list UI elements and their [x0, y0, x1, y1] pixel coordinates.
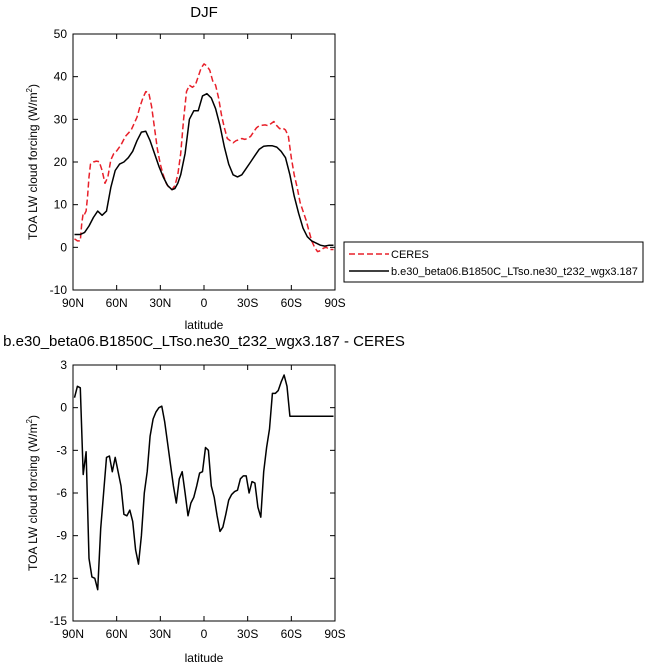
top-chart-x-axis-title: latitude — [185, 318, 224, 332]
top-chart-y-tick-label: 50 — [54, 27, 68, 41]
top-chart-series-line-ceres — [74, 63, 334, 253]
bottom-chart-y-tick-label: 0 — [60, 401, 67, 415]
legend: CERES b.e30_beta06.B1850C_LTso.ne30_t232… — [343, 241, 644, 283]
top-chart-x-tick-label: 90S — [324, 296, 345, 310]
bottom-chart-x-tick-label: 60N — [106, 627, 128, 641]
bottom-chart-frame — [72, 364, 336, 622]
bottom-chart-title: b.e30_beta06.B1850C_LTso.ne30_t232_wgx3.… — [3, 333, 405, 350]
bottom-chart-x-tick-label: 60S — [281, 627, 302, 641]
bottom-chart-panel: b.e30_beta06.B1850C_LTso.ne30_t232_wgx3.… — [3, 333, 405, 665]
top-chart-panel: DJF TOA LW cloud forcing (W/m2) latitude… — [25, 4, 346, 332]
top-chart-x-tick-label: 90N — [62, 296, 84, 310]
bottom-chart-y-tick-label: -12 — [50, 571, 68, 585]
top-chart-y-tick-label: 0 — [60, 240, 67, 254]
legend-label-model: b.e30_beta06.B1850C_LTso.ne30_t232_wgx3.… — [391, 266, 638, 278]
bottom-chart-x-tick-label: 90S — [324, 627, 345, 641]
top-chart-x-tick-label: 0 — [201, 296, 208, 310]
bottom-chart-x-tick-label: 30N — [149, 627, 171, 641]
bottom-chart-y-tick-label: -6 — [56, 486, 67, 500]
bottom-chart-series-line-model — [73, 374, 334, 591]
legend-label-ceres: CERES — [391, 249, 429, 261]
top-chart-y-tick-label: 40 — [54, 70, 68, 84]
svg-text:TOA LW cloud forcing (W/m2): TOA LW cloud forcing (W/m2) — [25, 415, 40, 571]
top-chart-x-tick-label: 60N — [106, 296, 128, 310]
bottom-chart-x-axis-title: latitude — [185, 651, 224, 665]
top-chart-y-tick-label: 20 — [54, 155, 68, 169]
top-chart-y-axis-title: TOA LW cloud forcing (W/m2) — [25, 84, 40, 240]
top-chart-y-tick-label: 30 — [54, 112, 68, 126]
bottom-chart-x-tick-label: 0 — [201, 627, 208, 641]
top-chart-x-tick-label: 60S — [281, 296, 302, 310]
top-chart-y-tick-label: -10 — [50, 283, 68, 297]
top-chart-x-tick-label: 30N — [149, 296, 171, 310]
top-chart-y-tick-label: 10 — [54, 198, 68, 212]
top-chart-frame — [72, 33, 336, 291]
top-chart-x-tick-label: 30S — [237, 296, 258, 310]
top-chart-title: DJF — [190, 4, 218, 21]
bottom-chart-x-tick-label: 90N — [62, 627, 84, 641]
bottom-chart-x-tick-label: 30S — [237, 627, 258, 641]
bottom-chart-y-tick-label: 3 — [60, 358, 67, 372]
top-chart-series-line-model — [74, 92, 334, 247]
bottom-chart-y-tick-label: -3 — [56, 443, 67, 457]
bottom-chart-y-tick-label: -9 — [56, 529, 67, 543]
bottom-chart-y-axis-title: TOA LW cloud forcing (W/m2) — [25, 415, 40, 571]
legend-box — [343, 241, 644, 283]
svg-text:TOA LW cloud forcing (W/m2): TOA LW cloud forcing (W/m2) — [25, 84, 40, 240]
bottom-chart-y-tick-label: -15 — [50, 614, 68, 628]
